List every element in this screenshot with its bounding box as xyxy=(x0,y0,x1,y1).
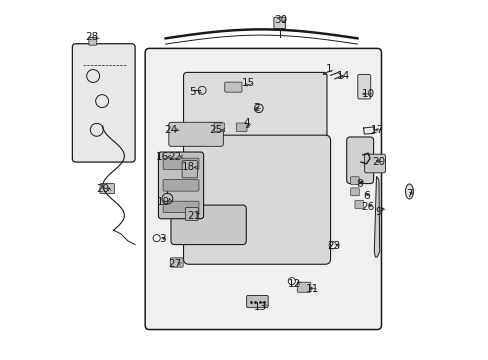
FancyBboxPatch shape xyxy=(185,208,198,221)
Text: 8: 8 xyxy=(355,179,362,189)
Text: 16: 16 xyxy=(155,152,168,162)
FancyBboxPatch shape xyxy=(183,72,326,140)
FancyBboxPatch shape xyxy=(273,17,285,29)
FancyBboxPatch shape xyxy=(163,180,199,191)
FancyBboxPatch shape xyxy=(182,161,197,178)
FancyBboxPatch shape xyxy=(364,154,385,173)
FancyBboxPatch shape xyxy=(346,137,373,184)
Text: 23: 23 xyxy=(327,241,340,251)
Text: 18: 18 xyxy=(182,162,195,172)
Text: 3: 3 xyxy=(159,234,165,244)
Text: 17: 17 xyxy=(370,125,383,135)
FancyBboxPatch shape xyxy=(297,282,310,292)
Ellipse shape xyxy=(405,184,412,199)
Text: 14: 14 xyxy=(336,71,349,81)
Text: 21: 21 xyxy=(187,211,201,221)
Text: 5: 5 xyxy=(189,87,195,97)
Text: 20: 20 xyxy=(372,157,385,167)
Polygon shape xyxy=(373,176,379,257)
Text: 1: 1 xyxy=(325,64,331,74)
Text: 27: 27 xyxy=(167,259,181,269)
Text: 22: 22 xyxy=(167,152,181,162)
Text: 13: 13 xyxy=(253,302,267,312)
Text: 10: 10 xyxy=(361,89,374,99)
FancyBboxPatch shape xyxy=(163,201,199,213)
FancyBboxPatch shape xyxy=(163,158,199,170)
FancyBboxPatch shape xyxy=(354,201,363,208)
FancyBboxPatch shape xyxy=(158,152,203,219)
FancyBboxPatch shape xyxy=(357,75,370,99)
Text: 4: 4 xyxy=(243,118,249,128)
FancyBboxPatch shape xyxy=(100,184,115,194)
Text: 24: 24 xyxy=(164,125,177,135)
Text: 6: 6 xyxy=(363,191,369,201)
Text: 2: 2 xyxy=(253,103,260,113)
FancyBboxPatch shape xyxy=(350,188,359,196)
FancyBboxPatch shape xyxy=(72,44,135,162)
FancyBboxPatch shape xyxy=(224,82,242,92)
Text: 28: 28 xyxy=(85,32,99,41)
FancyBboxPatch shape xyxy=(350,177,359,185)
FancyBboxPatch shape xyxy=(214,123,224,132)
Text: 15: 15 xyxy=(241,78,254,88)
Text: 25: 25 xyxy=(209,125,222,135)
FancyBboxPatch shape xyxy=(89,37,97,45)
Text: 11: 11 xyxy=(305,284,319,294)
Text: 12: 12 xyxy=(287,279,301,289)
Text: 9: 9 xyxy=(375,207,382,217)
FancyBboxPatch shape xyxy=(236,123,246,132)
FancyBboxPatch shape xyxy=(170,258,183,267)
Text: 26: 26 xyxy=(361,202,374,212)
FancyBboxPatch shape xyxy=(168,122,223,146)
Text: 19: 19 xyxy=(157,197,170,207)
FancyBboxPatch shape xyxy=(183,135,330,264)
Text: 30: 30 xyxy=(273,15,286,26)
FancyBboxPatch shape xyxy=(171,205,246,244)
Text: 7: 7 xyxy=(406,189,412,199)
Text: 29: 29 xyxy=(96,184,109,194)
FancyBboxPatch shape xyxy=(145,48,381,329)
FancyBboxPatch shape xyxy=(246,296,267,308)
